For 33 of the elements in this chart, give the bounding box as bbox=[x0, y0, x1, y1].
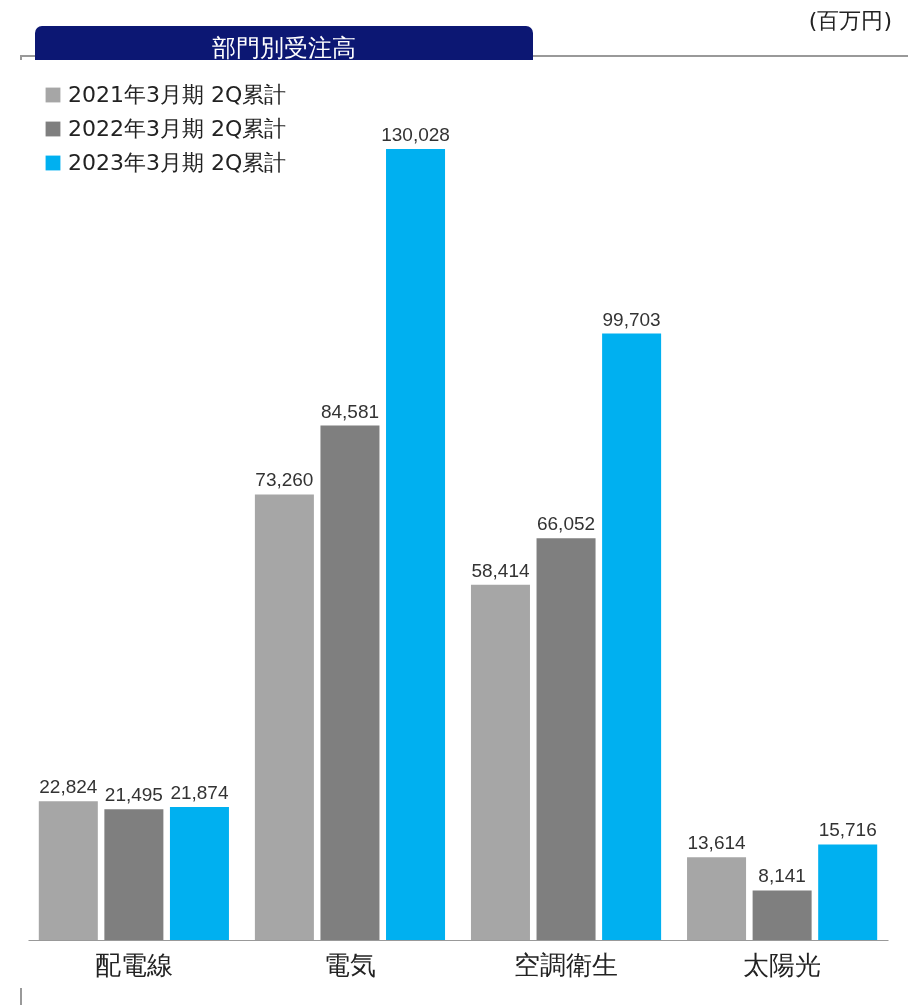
bar bbox=[536, 538, 596, 940]
data-label: 84,581 bbox=[320, 400, 380, 422]
data-label: 22,824 bbox=[39, 776, 98, 798]
bar bbox=[320, 425, 380, 940]
x-tick-label: 太陽光 bbox=[743, 949, 822, 980]
data-label: 73,260 bbox=[255, 469, 314, 491]
bar bbox=[169, 806, 229, 940]
bar bbox=[602, 333, 662, 940]
data-label: 130,028 bbox=[381, 124, 450, 146]
data-label: 8,141 bbox=[758, 865, 806, 887]
bar bbox=[470, 584, 530, 940]
data-label: 66,052 bbox=[536, 513, 596, 535]
bar bbox=[687, 857, 747, 940]
data-label: 21,495 bbox=[104, 784, 163, 806]
x-tick-label: 電気 bbox=[323, 949, 376, 980]
data-label: 21,874 bbox=[170, 781, 229, 803]
bar bbox=[818, 844, 878, 940]
legend-label: 2022年3月期 2Q累計 bbox=[68, 116, 287, 141]
bar bbox=[254, 494, 314, 940]
legend-label: 2021年3月期 2Q累計 bbox=[68, 82, 287, 107]
data-label: 99,703 bbox=[602, 308, 661, 330]
bar bbox=[752, 890, 812, 940]
text: (百万円) bbox=[808, 7, 892, 35]
bar bbox=[104, 809, 164, 940]
legend-label: 2023年3月期 2Q累計 bbox=[68, 150, 287, 175]
chart-title: 部門別受注高 bbox=[35, 26, 533, 70]
bar bbox=[386, 149, 446, 940]
bar bbox=[38, 801, 98, 940]
x-tick-label: 配電線 bbox=[94, 949, 173, 980]
data-label: 58,414 bbox=[471, 559, 530, 581]
x-tick-label: 空調衛生 bbox=[514, 949, 619, 980]
data-label: 15,716 bbox=[818, 819, 877, 841]
data-label: 13,614 bbox=[687, 832, 747, 854]
